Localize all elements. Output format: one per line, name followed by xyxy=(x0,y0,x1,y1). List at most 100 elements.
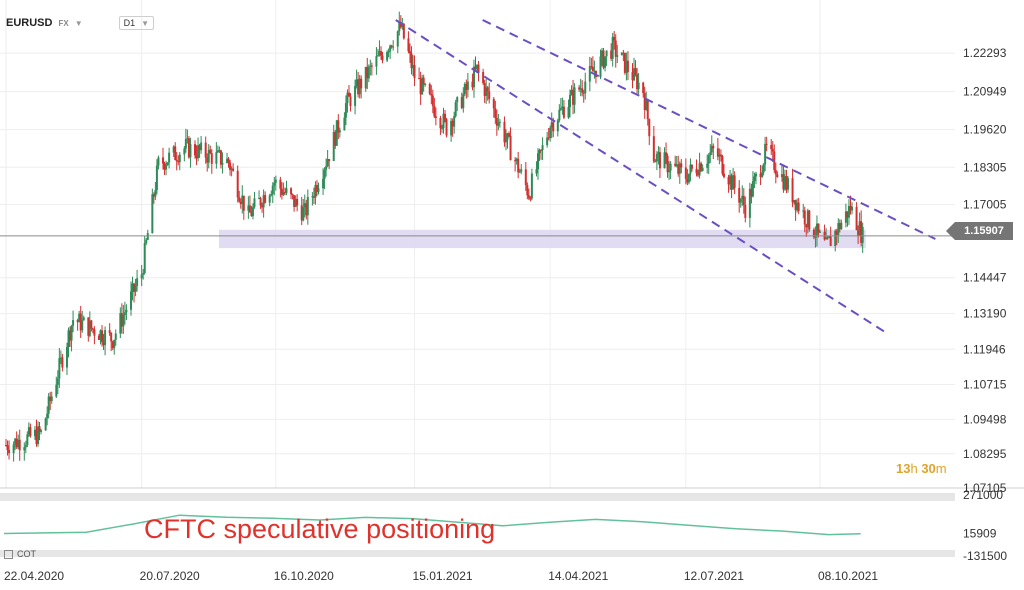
cot-indicator-panel xyxy=(0,493,955,557)
countdown-hours-unit: h xyxy=(910,461,918,476)
candle-body xyxy=(765,143,768,145)
candle-body xyxy=(366,66,369,79)
candle-body xyxy=(78,313,81,323)
candle-body xyxy=(616,55,619,57)
candle-body xyxy=(35,429,38,445)
candle-body xyxy=(460,97,463,108)
candle-body xyxy=(562,106,565,118)
candle-body xyxy=(344,103,347,118)
candle-body xyxy=(114,333,117,340)
candle-body xyxy=(174,146,177,160)
candle-body xyxy=(814,236,817,238)
indicator-top-band xyxy=(0,493,955,501)
candle-body xyxy=(261,205,264,208)
candle-body xyxy=(471,81,474,88)
cot-indicator-tag[interactable]: COT xyxy=(4,549,36,559)
x-tick-label: 08.10.2021 xyxy=(818,569,878,583)
candle-body xyxy=(162,157,165,164)
candle-body xyxy=(102,342,105,346)
candle-body xyxy=(858,221,861,236)
candle-body xyxy=(791,178,794,203)
candle-body xyxy=(418,78,421,80)
candle-body xyxy=(238,197,241,202)
candle-body xyxy=(463,83,466,95)
candle-body xyxy=(152,194,155,197)
candle-body xyxy=(264,195,267,203)
candle-body xyxy=(302,207,305,221)
candle-body xyxy=(408,51,411,54)
candle-body xyxy=(110,332,113,342)
candle-body xyxy=(81,320,84,331)
candle-body xyxy=(581,88,584,93)
candle-body xyxy=(282,192,285,195)
candle-body xyxy=(6,445,9,451)
candle-body xyxy=(465,83,468,90)
candle-body xyxy=(312,196,315,198)
candle-body xyxy=(738,187,741,203)
candle-body xyxy=(111,341,114,349)
candle-body xyxy=(668,170,671,173)
channel-lower-line xyxy=(395,19,889,335)
candle-body xyxy=(578,87,581,90)
candle-body xyxy=(262,195,265,208)
candle-body xyxy=(665,152,668,156)
candle-body xyxy=(442,113,445,129)
candle-body xyxy=(17,439,20,448)
candle-body xyxy=(166,162,169,166)
candle-body xyxy=(360,78,363,89)
candle-body xyxy=(104,330,107,346)
candle-body xyxy=(506,133,509,140)
candle-body xyxy=(794,200,797,211)
candle-body xyxy=(844,211,847,223)
candle-body xyxy=(18,439,21,451)
candle-body xyxy=(27,427,30,435)
candle-body xyxy=(378,51,381,56)
y-tick-label: 1.14447 xyxy=(963,271,1007,285)
candle-body xyxy=(835,230,838,235)
candle-body xyxy=(259,198,262,206)
candle-body xyxy=(303,203,306,208)
candle-body xyxy=(221,162,224,165)
candle-body xyxy=(154,190,157,197)
candle-body xyxy=(91,328,94,330)
candle-body xyxy=(716,148,719,157)
symbol-dropdown-icon[interactable]: ▼ xyxy=(74,18,83,28)
candle-body xyxy=(332,131,335,161)
candle-body xyxy=(485,87,488,96)
candle-body xyxy=(142,273,145,275)
candle-body xyxy=(834,230,837,246)
candle-body xyxy=(517,158,520,173)
candle-body xyxy=(698,163,701,176)
candle-body xyxy=(163,163,166,170)
candle-body xyxy=(198,145,201,151)
candle-body xyxy=(123,312,126,315)
candle-body xyxy=(248,205,251,213)
candle-body xyxy=(666,155,669,173)
candle-body xyxy=(652,136,655,162)
candle-body xyxy=(727,177,730,185)
candle-body xyxy=(300,205,303,221)
candle-body xyxy=(69,330,72,341)
candle-body xyxy=(764,143,767,165)
current-price-tag: 1.15907 xyxy=(946,222,1013,240)
candle-body xyxy=(712,145,715,149)
candle-body xyxy=(709,152,712,156)
candle-body xyxy=(125,309,128,313)
timeframe-selector[interactable]: D1 ▼ xyxy=(118,16,155,30)
candle-body xyxy=(450,120,453,136)
candle-body xyxy=(508,133,511,136)
candle-body xyxy=(657,152,660,155)
countdown-minutes: 30 xyxy=(921,461,936,476)
channel-lines[interactable] xyxy=(395,19,936,335)
candle-body xyxy=(210,153,213,164)
candle-body xyxy=(65,347,68,368)
candle-body xyxy=(76,320,79,323)
candle-body xyxy=(306,196,309,216)
candle-body xyxy=(645,100,648,111)
indicator-settings-icon[interactable] xyxy=(4,549,13,559)
symbol-label[interactable]: EURUSD xyxy=(6,17,53,29)
candle-body xyxy=(762,164,765,173)
candle-body xyxy=(177,161,180,163)
candle-body xyxy=(829,236,832,246)
